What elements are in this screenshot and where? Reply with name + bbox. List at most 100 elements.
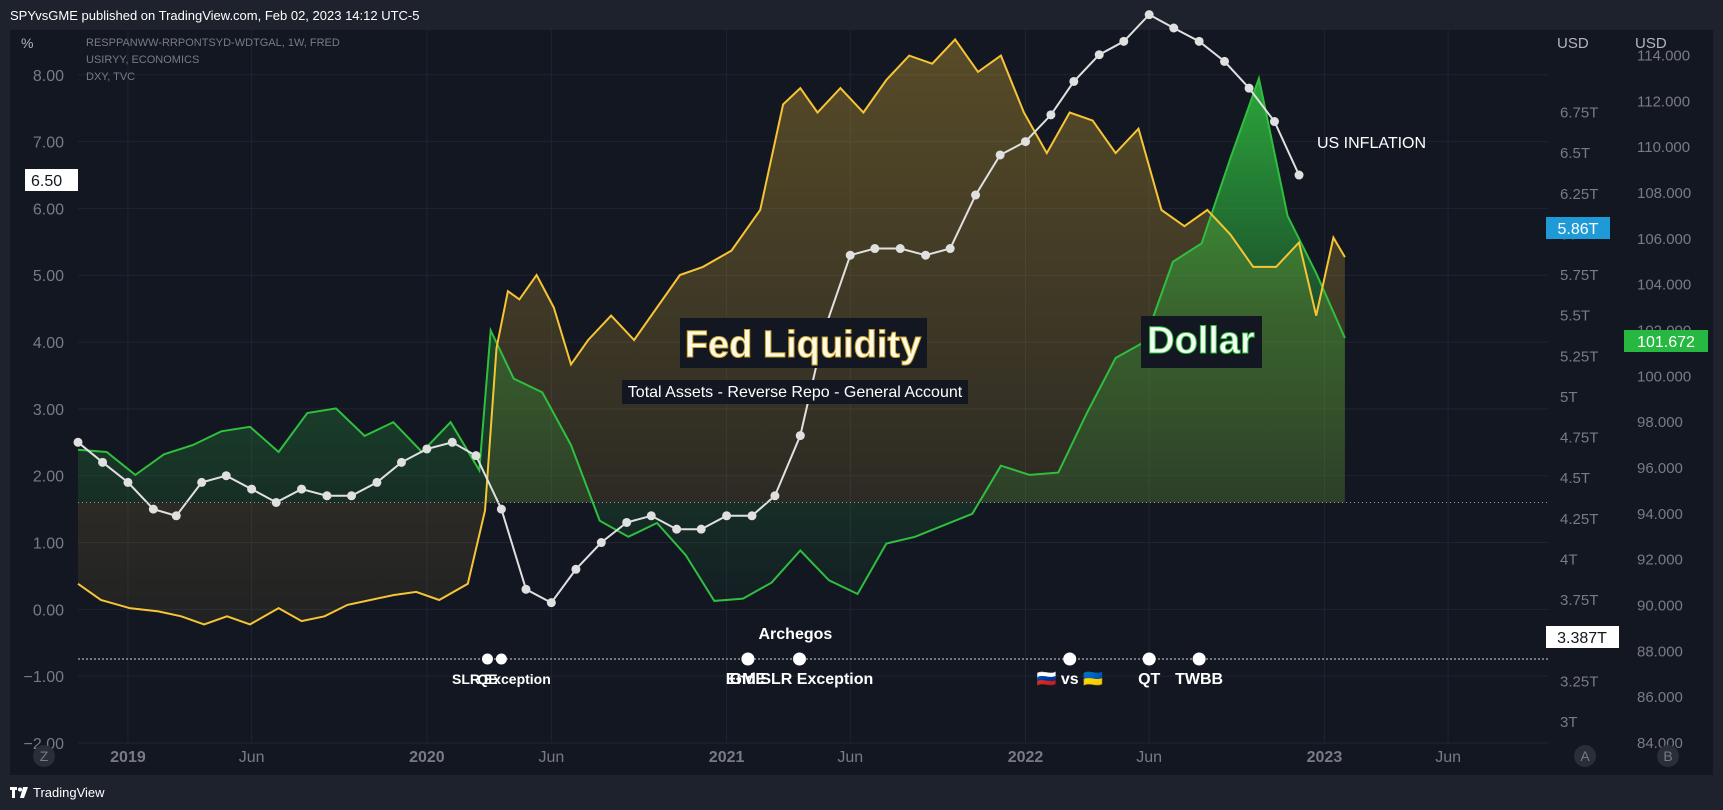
inflation-point	[596, 538, 606, 548]
us-inflation-label: US INFLATION	[1317, 135, 1426, 152]
left-axis-tick: 4.00	[33, 335, 64, 352]
right-axis-2-tick: 94.000	[1637, 506, 1683, 523]
right-axis-2-ticks: 114.000 112.000 110.000 108.000 106.000 104.0…	[1637, 48, 1691, 753]
auto-scale-button[interactable]: A	[1574, 745, 1596, 767]
badge-left-value: 6.50	[31, 173, 62, 190]
badge-liquidity-line: 3.387T	[1546, 626, 1619, 648]
left-axis-ticks: 8.00 7.00 6.00 5.00 4.00 3.00 2.00 1.00 0.00 −1.0…	[24, 68, 65, 753]
badge-left: 6.50	[25, 169, 78, 191]
left-axis-tick: −2.00	[24, 736, 65, 753]
inflation-point	[1269, 117, 1279, 127]
right-axis-2-tick: 104.000	[1637, 277, 1691, 294]
tradingview-brand[interactable]: TradingView	[10, 785, 105, 800]
event-label: TWBB	[1175, 671, 1223, 688]
inflation-point	[995, 150, 1005, 160]
liquidity-line	[77, 37, 1346, 626]
inflation-point	[98, 457, 108, 467]
reference-lines	[78, 502, 1548, 660]
inflation-point	[571, 564, 581, 574]
inflation-point	[747, 511, 757, 521]
event-marker[interactable]: QE	[477, 653, 498, 687]
event-marker[interactable]: 🇷🇺 vs 🇺🇦	[1036, 652, 1103, 688]
inflation-point	[646, 511, 656, 521]
inflation-point	[271, 497, 281, 507]
inflation-point	[521, 584, 531, 594]
scale-b-button[interactable]: B	[1657, 745, 1679, 767]
right-axis-1-tick: 5T	[1560, 389, 1578, 406]
right-axis-1-tick: 4.5T	[1560, 470, 1590, 487]
right-axis-1-tick: 3T	[1560, 714, 1578, 731]
dollar-line	[77, 74, 1346, 602]
right-axis-1-tick: 4.25T	[1560, 511, 1598, 528]
event-dot	[481, 653, 493, 665]
left-axis-tick: 0.00	[33, 602, 64, 619]
event-label: 🇷🇺 vs 🇺🇦	[1036, 670, 1103, 688]
right-axis-1-tick: 5.5T	[1560, 308, 1590, 325]
event-label: GME	[730, 671, 767, 688]
inflation-point	[1294, 170, 1304, 180]
event-marker[interactable]: Archegos	[758, 626, 832, 643]
right-axis-2-unit: USD	[1635, 35, 1667, 52]
legend-inflation: USIRYY, ECONOMICS	[86, 54, 199, 66]
x-axis-tick: Jun	[538, 749, 564, 766]
event-label: End SLR Exception	[726, 671, 874, 688]
left-axis-unit: %	[21, 35, 33, 51]
badge-liquidity-last-value: 5.86T	[1558, 221, 1599, 238]
inflation-point	[945, 244, 955, 254]
event-dot	[741, 652, 755, 666]
right-axis-2-tick: 96.000	[1637, 460, 1683, 477]
right-axis-1-tick: 5.25T	[1560, 348, 1598, 365]
legend: RESPPANWW-RRPONTSYD-WDTGAL, 1W, FRED USI…	[86, 37, 340, 83]
left-axis-tick: 5.00	[33, 268, 64, 285]
inflation-point	[322, 491, 332, 501]
right-axis-2-tick: 90.000	[1637, 598, 1683, 615]
event-marker[interactable]: SLR Exception	[452, 653, 551, 687]
x-axis-tick: Jun	[1136, 749, 1162, 766]
inflation-point	[1069, 76, 1079, 86]
inflation-point	[1194, 36, 1204, 46]
right-axis-1-tick: 3.25T	[1560, 673, 1598, 690]
right-axis-2-tick: 108.000	[1637, 185, 1691, 202]
badge-dollar-last-value: 101.672	[1637, 334, 1695, 351]
x-axis-tick: 2019	[110, 749, 146, 766]
inflation-point	[795, 431, 805, 441]
inflation-point	[297, 484, 307, 494]
right-axis-2-tick: 114.000	[1637, 48, 1690, 65]
inflation-point	[123, 477, 133, 487]
right-axis-1-tick: 6.5T	[1560, 145, 1590, 162]
scale-button-z[interactable]: Z	[33, 745, 55, 767]
left-axis-tick: 8.00	[33, 68, 64, 85]
badge-liquidity-line-value: 3.387T	[1557, 630, 1607, 647]
right-axis-2-tick: 100.000	[1637, 368, 1691, 385]
inflation-point	[672, 524, 682, 534]
event-marker[interactable]: TWBB	[1175, 652, 1223, 688]
inflation-point	[73, 437, 83, 447]
badge-dollar-last: 101.672	[1624, 330, 1708, 352]
inflation-point	[1021, 137, 1031, 147]
event-marker[interactable]: QT	[1138, 652, 1161, 688]
event-marker[interactable]: GME	[730, 652, 767, 688]
event-marker[interactable]: End SLR Exception	[726, 652, 874, 688]
footer-bar: TradingView	[0, 775, 1723, 810]
inflation-point	[1094, 50, 1104, 60]
inflation-point	[247, 484, 257, 494]
inflation-point	[895, 244, 905, 254]
right-axis-1-tick: 4.75T	[1560, 430, 1598, 447]
inflation-point	[622, 517, 632, 527]
right-axis-2-tick: 92.000	[1637, 552, 1683, 569]
dollar-annotation: Dollar	[1141, 316, 1262, 368]
left-axis-tick: 7.00	[33, 135, 64, 152]
scale-button-z-label: Z	[40, 748, 49, 764]
right-axis-1-tick: 4T	[1560, 551, 1578, 568]
event-label: QT	[1138, 671, 1160, 688]
dollar-area	[78, 78, 1345, 601]
publish-header: SPYvsGME published on TradingView.com, F…	[0, 0, 1723, 30]
inflation-point	[447, 437, 457, 447]
inflation-point	[422, 444, 432, 454]
inflation-point	[1119, 36, 1129, 46]
inflation-point	[1244, 83, 1254, 93]
right-axis-1-tick: 3.75T	[1560, 592, 1598, 609]
event-label: Archegos	[758, 626, 832, 643]
